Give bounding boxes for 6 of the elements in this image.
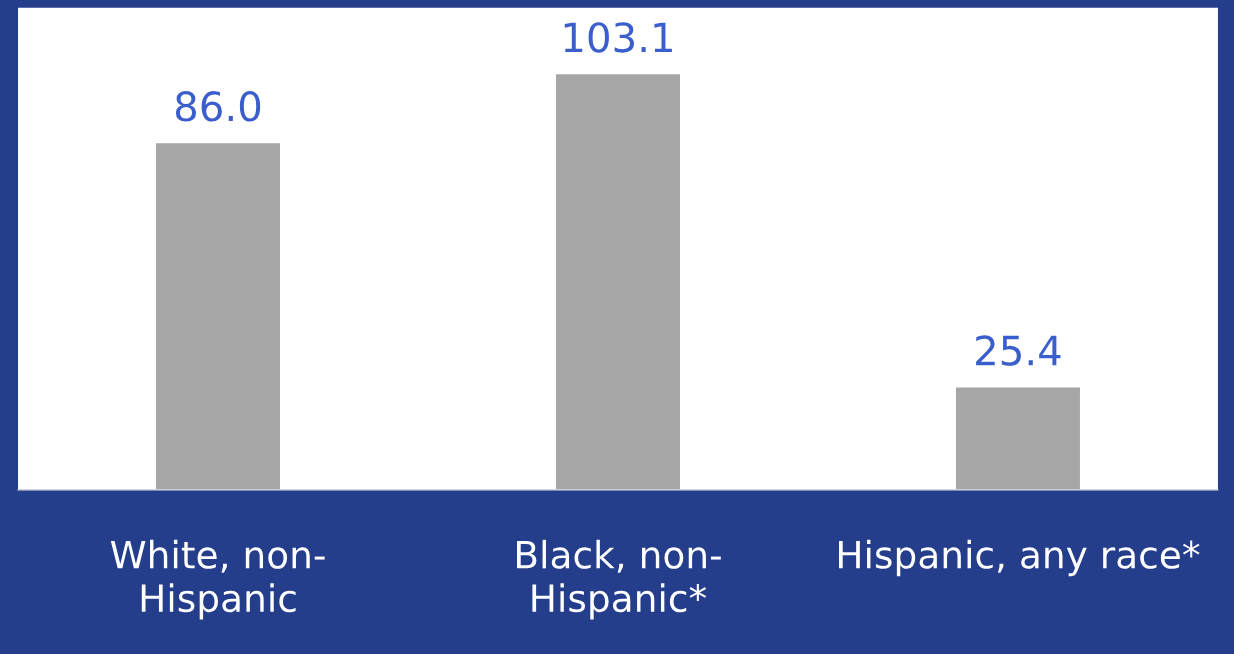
data-label: 25.4 — [976, 335, 1061, 366]
x-tick-label: Hispanic, any race* — [839, 539, 1200, 577]
data-label: 103.1 — [564, 22, 672, 53]
x-tick-label: Black, non-Hispanic* — [517, 539, 721, 620]
data-label: 86.0 — [175, 91, 261, 122]
x-tick-label: White, non-Hispanic — [110, 539, 325, 620]
